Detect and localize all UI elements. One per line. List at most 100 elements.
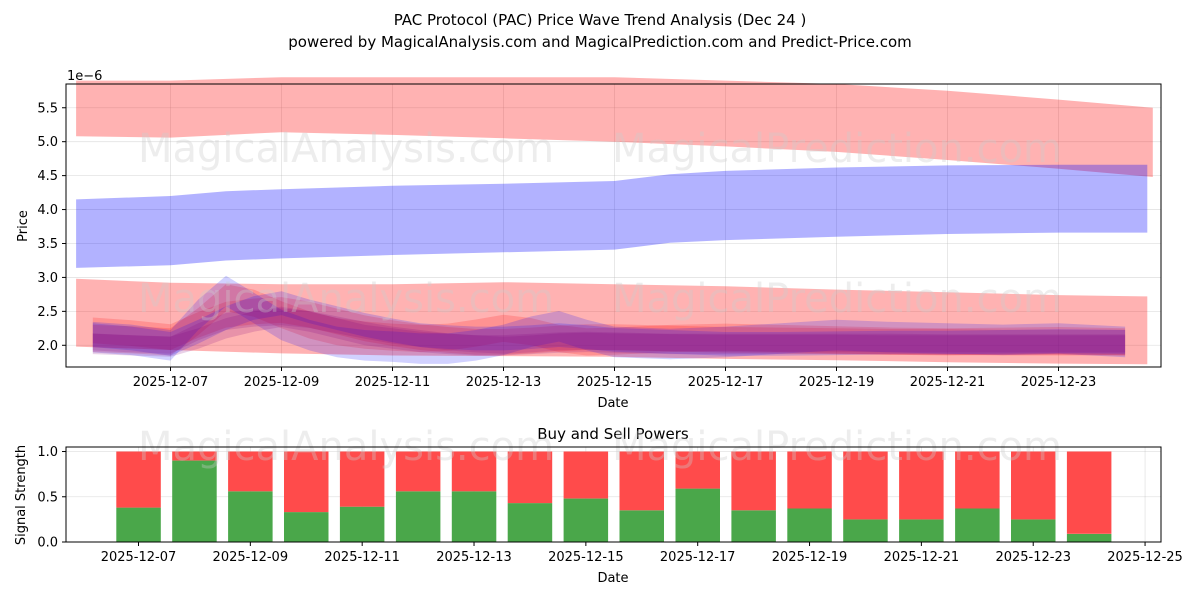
price-band-1 <box>76 77 1153 177</box>
price-wave-3 <box>92 275 1126 364</box>
price-band-3 <box>76 278 1148 365</box>
buy-bar <box>955 508 1000 542</box>
signal-x-tick-label: 2025-12-11 <box>324 550 400 565</box>
figure-subtitle: powered by MagicalAnalysis.com and Magic… <box>288 33 912 51</box>
price-x-tick-label: 2025-12-19 <box>799 375 875 390</box>
sell-bar <box>228 451 273 492</box>
price-waves <box>92 275 1126 364</box>
signal-y-label: Signal Strength <box>14 445 29 545</box>
watermark-mid-right: MagicalPrediction.com <box>612 276 1062 322</box>
buy-bar <box>451 491 497 542</box>
buy-bar <box>787 508 832 542</box>
price-y-tick-label: 5.0 <box>37 135 58 150</box>
price-panel: MagicalAnalysis.com MagicalPrediction.co… <box>16 69 1162 411</box>
sell-bar <box>787 451 832 509</box>
price-x-ticks: 2025-12-07 2025-12-09 2025-12-11 2025-12-13… <box>133 367 1097 390</box>
price-x-tick-label: 2025-12-21 <box>910 375 986 390</box>
signal-x-tick-label: 2025-12-25 <box>1107 550 1183 565</box>
watermark-top-right: MagicalPrediction.com <box>612 126 1062 172</box>
signal-y-tick-label: 0.5 <box>37 490 58 505</box>
price-y-label: Price <box>16 210 31 242</box>
sell-bar <box>843 451 888 520</box>
sell-bar <box>955 451 1000 509</box>
sell-bar <box>1066 451 1112 534</box>
sell-bar <box>116 451 161 508</box>
sell-bar <box>507 451 553 504</box>
price-x-tick-label: 2025-12-07 <box>133 375 209 390</box>
price-wave-2 <box>92 284 1126 356</box>
price-y-tick-label: 2.5 <box>37 305 58 320</box>
price-y-ticks: 2.0 2.5 3.0 3.5 4.0 4.5 5.0 5.5 <box>37 101 66 354</box>
price-x-tick-label: 2025-12-17 <box>688 375 764 390</box>
price-wave-4 <box>92 291 1126 356</box>
signal-x-tick-label: 2025-12-23 <box>995 550 1071 565</box>
price-y-tick-label: 4.0 <box>37 203 58 218</box>
price-wave-5 <box>92 308 1126 354</box>
signal-y-tick-label: 1.0 <box>37 445 58 460</box>
buy-bar <box>843 519 888 542</box>
buy-bar <box>731 510 776 542</box>
figure-title: PAC Protocol (PAC) Price Wave Trend Anal… <box>394 11 807 29</box>
price-grid <box>66 84 1161 367</box>
sell-bar <box>899 451 944 520</box>
signal-panel: Buy and Sell Powers MagicalAnalysis.com … <box>14 424 1183 586</box>
price-y-tick-label: 3.5 <box>37 237 58 252</box>
signal-x-tick-label: 2025-12-13 <box>436 550 512 565</box>
signal-title: Buy and Sell Powers <box>537 425 689 443</box>
price-wave-6 <box>92 306 1126 357</box>
price-y-tick-label: 2.0 <box>37 339 58 354</box>
buy-bar <box>395 491 441 542</box>
sell-bar <box>451 451 497 492</box>
price-y-tick-label: 5.5 <box>37 101 58 116</box>
buy-bar <box>228 491 273 542</box>
sell-bar <box>619 451 664 511</box>
sell-bar <box>675 451 720 489</box>
buy-bar <box>619 510 664 542</box>
sell-bar <box>339 451 385 507</box>
price-y-tick-label: 3.0 <box>37 271 58 286</box>
buy-bar <box>172 460 217 542</box>
sell-bar <box>395 451 441 492</box>
signal-y-ticks: 0.0 0.5 1.0 <box>37 445 66 551</box>
buy-bar <box>675 488 720 542</box>
signal-bars <box>116 451 1112 542</box>
sell-bar <box>563 451 609 499</box>
price-x-tick-label: 2025-12-13 <box>466 375 542 390</box>
signal-axes-frame <box>65 446 1162 543</box>
price-band-2 <box>76 164 1148 268</box>
buy-bar <box>507 503 553 542</box>
price-x-label: Date <box>597 396 628 411</box>
buy-bar <box>899 519 944 542</box>
price-x-tick-label: 2025-12-15 <box>577 375 653 390</box>
buy-bar <box>1011 519 1056 542</box>
sell-bar <box>284 451 329 513</box>
price-wave-1 <box>92 297 1126 356</box>
signal-x-ticks: 2025-12-07 2025-12-09 2025-12-11 2025-12-13… <box>101 542 1183 565</box>
price-y-tick-label: 4.5 <box>37 169 58 184</box>
signal-x-tick-label: 2025-12-09 <box>213 550 289 565</box>
buy-bar <box>339 506 385 542</box>
signal-x-tick-label: 2025-12-21 <box>884 550 960 565</box>
signal-y-tick-label: 0.0 <box>37 536 58 551</box>
buy-bar <box>563 498 609 542</box>
buy-bar <box>284 512 329 542</box>
signal-x-tick-label: 2025-12-17 <box>660 550 736 565</box>
sell-bar <box>1011 451 1056 520</box>
sell-bar <box>172 451 217 461</box>
buy-bar <box>116 507 161 542</box>
signal-x-tick-label: 2025-12-15 <box>548 550 624 565</box>
signal-x-tick-label: 2025-12-19 <box>772 550 848 565</box>
watermark-top-left: MagicalAnalysis.com <box>138 126 554 172</box>
buy-bar <box>1066 533 1112 542</box>
price-x-tick-label: 2025-12-11 <box>355 375 431 390</box>
price-offset-label: 1e−6 <box>67 69 102 84</box>
price-axes-frame <box>65 83 1162 368</box>
price-bands <box>76 77 1153 365</box>
watermark-mid-left: MagicalAnalysis.com <box>138 276 554 322</box>
sell-bar <box>731 451 776 511</box>
price-x-tick-label: 2025-12-23 <box>1021 375 1097 390</box>
signal-x-label: Date <box>597 571 628 586</box>
price-x-tick-label: 2025-12-09 <box>244 375 320 390</box>
signal-x-tick-label: 2025-12-07 <box>101 550 177 565</box>
